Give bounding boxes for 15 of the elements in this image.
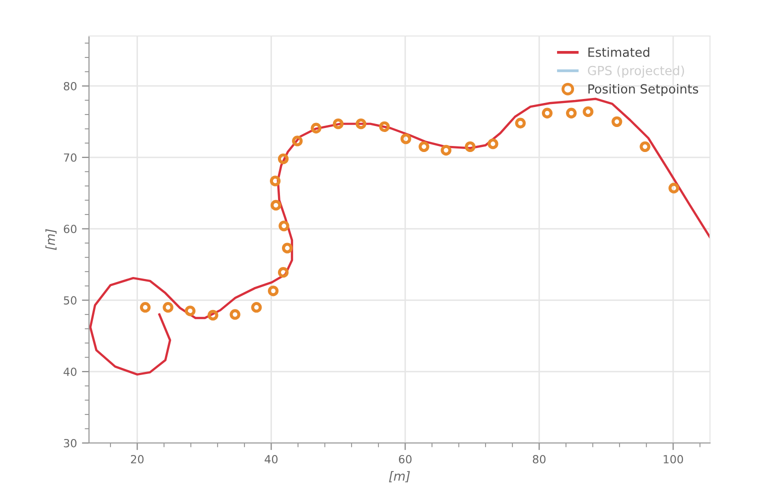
- y-tick-label: 30: [64, 438, 76, 448]
- legend-label: Estimated: [588, 47, 650, 57]
- x-tick-label: 40: [264, 455, 278, 464]
- y-tick-label: 60: [64, 224, 76, 234]
- y-tick-label: 50: [64, 296, 76, 305]
- x-tick-label: 60: [398, 455, 412, 464]
- y-tick-label: 40: [64, 368, 76, 376]
- x-axis-title: [m]: [389, 471, 410, 482]
- x-tick-label: 80: [532, 455, 546, 464]
- x-tick-label: 100: [664, 455, 684, 464]
- legend-label: Position Setpoints: [588, 84, 698, 96]
- y-tick-label: 80: [64, 82, 76, 90]
- y-tick-label: 70: [64, 153, 76, 162]
- x-tick-label: 20: [130, 455, 144, 464]
- y-axis-title: [m]: [45, 229, 57, 250]
